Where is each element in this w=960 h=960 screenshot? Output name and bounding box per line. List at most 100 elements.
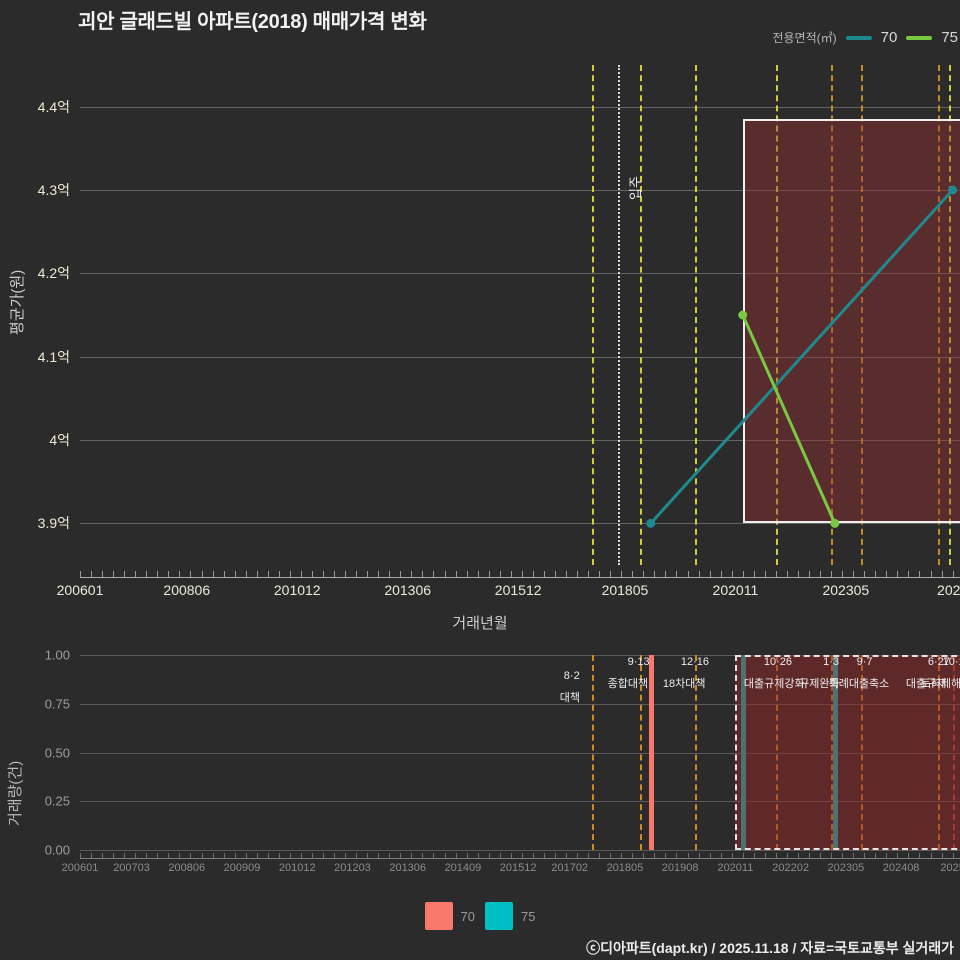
- volume-x-tick: 200703: [113, 862, 150, 874]
- price-x-minor-tick: [378, 571, 380, 577]
- price-x-minor-tick: [919, 571, 921, 577]
- volume-x-minor-tick: [521, 853, 523, 858]
- volume-x-minor-tick: [499, 853, 501, 858]
- volume-x-minor-tick: [466, 853, 468, 858]
- volume-x-minor-tick: [168, 853, 170, 858]
- volume-x-minor-tick: [621, 853, 623, 858]
- volume-x-minor-tick: [941, 853, 943, 858]
- volume-x-minor-tick: [897, 853, 899, 858]
- volume-x-minor-tick: [720, 853, 722, 858]
- volume-y-tick: 0.00: [44, 842, 70, 858]
- price-x-minor-tick: [775, 571, 777, 577]
- price-x-minor-tick: [643, 571, 645, 577]
- volume-x-minor-tick: [510, 853, 512, 858]
- price-x-tick: 201012: [273, 582, 321, 598]
- price-x-minor-tick: [311, 571, 313, 577]
- price-x-minor-tick: [289, 571, 291, 577]
- price-y-tick: 4.2억: [37, 265, 70, 282]
- price-x-minor-tick: [864, 571, 866, 577]
- volume-x-minor-tick: [201, 853, 203, 858]
- price-x-minor-tick: [300, 571, 302, 577]
- price-x-minor-tick: [212, 571, 214, 577]
- price-x-minor-tick: [201, 571, 203, 577]
- volume-x-minor-tick: [764, 853, 766, 858]
- volume-x-minor-tick: [190, 853, 192, 858]
- price-x-minor-tick: [952, 571, 954, 577]
- price-gridline: [80, 440, 960, 441]
- volume-x-minor-tick: [311, 853, 313, 858]
- volume-highlight-region: [735, 655, 960, 850]
- volume-x-minor-tick: [919, 853, 921, 858]
- price-x-minor-tick: [853, 571, 855, 577]
- price-x-tick: 2025: [937, 582, 960, 598]
- volume-x-minor-tick: [532, 853, 534, 858]
- price-x-minor-tick: [278, 571, 280, 577]
- volume-x-minor-tick: [411, 853, 413, 858]
- price-x-minor-tick: [654, 571, 656, 577]
- price-x-axis-line: [80, 577, 960, 578]
- volume-x-minor-tick: [223, 853, 225, 858]
- volume-x-minor-tick: [864, 853, 866, 858]
- price-highlight-region: [742, 119, 960, 524]
- volume-event-date: 1·3: [823, 656, 840, 668]
- volume-x-minor-tick: [632, 853, 634, 858]
- volume-event-name: 대출규제강화: [743, 678, 805, 690]
- volume-x-minor-tick: [643, 853, 645, 858]
- legend-title: 전용면적(㎡): [772, 31, 837, 45]
- price-x-minor-tick: [820, 571, 822, 577]
- volume-x-minor-tick: [665, 853, 667, 858]
- price-x-minor-tick: [797, 571, 799, 577]
- price-x-minor-tick: [323, 571, 324, 577]
- volume-x-minor-tick: [400, 853, 402, 858]
- price-x-minor-tick: [135, 571, 137, 577]
- price-x-minor-tick: [466, 571, 468, 577]
- price-y-tick: 3.9억: [37, 515, 70, 532]
- volume-x-minor-tick: [588, 853, 590, 858]
- volume-x-minor-tick: [422, 853, 424, 858]
- page-title: 괴안 글래드빌 아파트(2018) 매매가격 변화: [78, 11, 427, 33]
- price-x-minor-tick: [356, 571, 358, 577]
- volume-x-minor-tick: [378, 853, 380, 858]
- price-x-minor-tick: [113, 571, 115, 577]
- volume-legend-label-75: 75: [521, 908, 536, 924]
- volume-x-tick: 202408: [882, 862, 920, 874]
- volume-x-tick: 201805: [606, 862, 644, 874]
- price-gridline: [80, 190, 960, 191]
- volume-x-minor-tick: [124, 853, 126, 858]
- price-x-minor-tick: [267, 571, 269, 577]
- price-x-minor-tick: [433, 571, 435, 577]
- volume-gridline: [80, 850, 960, 851]
- volume-y-tick: 1.00: [44, 647, 70, 663]
- volume-legend-label-70: 70: [460, 908, 475, 924]
- price-annotation-move-in: 입주: [627, 176, 643, 200]
- volume-event-date: 10·15: [942, 656, 960, 668]
- price-gridline: [80, 523, 960, 525]
- price-x-minor-tick: [809, 571, 811, 577]
- price-x-minor-tick: [499, 571, 501, 577]
- volume-x-tick: 201702: [551, 862, 589, 874]
- volume-event-name: 규제완화: [799, 678, 840, 690]
- volume-x-tick: 202202: [772, 862, 809, 874]
- price-x-minor-tick: [577, 571, 579, 577]
- volume-event-name: 토허제해제: [920, 678, 960, 690]
- price-x-minor-tick: [190, 571, 192, 577]
- volume-x-minor-tick: [820, 853, 822, 858]
- price-x-tick: 200806: [163, 582, 211, 598]
- price-x-minor-tick: [554, 571, 556, 577]
- volume-y-tick: 0.75: [44, 696, 70, 712]
- volume-x-minor-tick: [212, 853, 214, 858]
- price-gridline: [80, 106, 960, 108]
- price-event-line: [591, 65, 594, 565]
- price-x-minor-tick: [532, 571, 534, 577]
- price-x-minor-tick: [223, 571, 225, 577]
- price-x-minor-tick: [731, 571, 733, 577]
- price-x-tick: 202305: [822, 582, 870, 598]
- volume-x-minor-tick: [753, 853, 755, 858]
- volume-x-tick: 201306: [389, 862, 427, 874]
- volume-event-date: 9·7: [856, 656, 873, 668]
- volume-x-minor-tick: [543, 853, 545, 858]
- volume-x-minor-tick: [599, 853, 601, 858]
- volume-x-minor-tick: [444, 853, 446, 858]
- price-x-minor-tick: [444, 571, 446, 577]
